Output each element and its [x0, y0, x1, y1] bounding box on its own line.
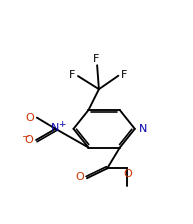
Text: O: O — [123, 169, 132, 179]
Text: +: + — [58, 120, 65, 129]
Text: −: − — [21, 131, 29, 140]
Text: O: O — [25, 113, 34, 123]
Text: F: F — [121, 70, 128, 80]
Text: N: N — [51, 123, 59, 133]
Text: O: O — [24, 135, 33, 145]
Text: N: N — [139, 124, 147, 134]
Text: F: F — [69, 70, 75, 80]
Text: F: F — [92, 54, 99, 64]
Text: O: O — [75, 172, 84, 182]
